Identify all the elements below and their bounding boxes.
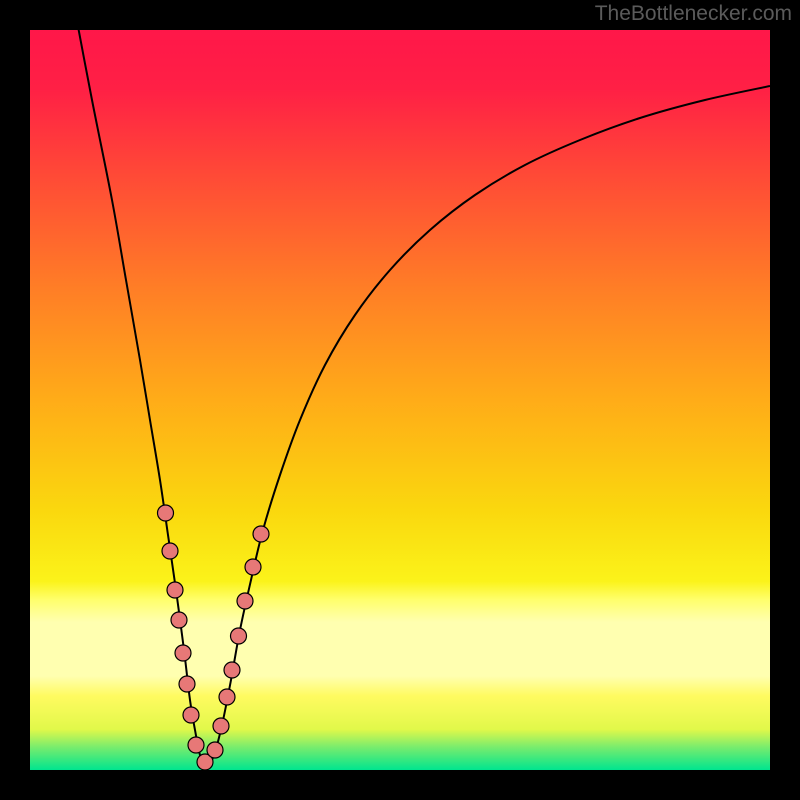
- data-marker: [219, 689, 235, 705]
- data-marker: [179, 676, 195, 692]
- data-marker: [158, 505, 174, 521]
- data-marker: [183, 707, 199, 723]
- data-marker: [167, 582, 183, 598]
- data-marker: [237, 593, 253, 609]
- data-marker: [175, 645, 191, 661]
- data-marker: [188, 737, 204, 753]
- data-marker: [213, 718, 229, 734]
- data-marker: [231, 628, 247, 644]
- chart-svg: [0, 0, 800, 800]
- gradient-panel: [30, 30, 770, 770]
- data-marker: [224, 662, 240, 678]
- data-marker: [245, 559, 261, 575]
- data-marker: [162, 543, 178, 559]
- data-marker: [253, 526, 269, 542]
- data-marker: [207, 742, 223, 758]
- chart-root: TheBottlenecker.com: [0, 0, 800, 800]
- data-marker: [171, 612, 187, 628]
